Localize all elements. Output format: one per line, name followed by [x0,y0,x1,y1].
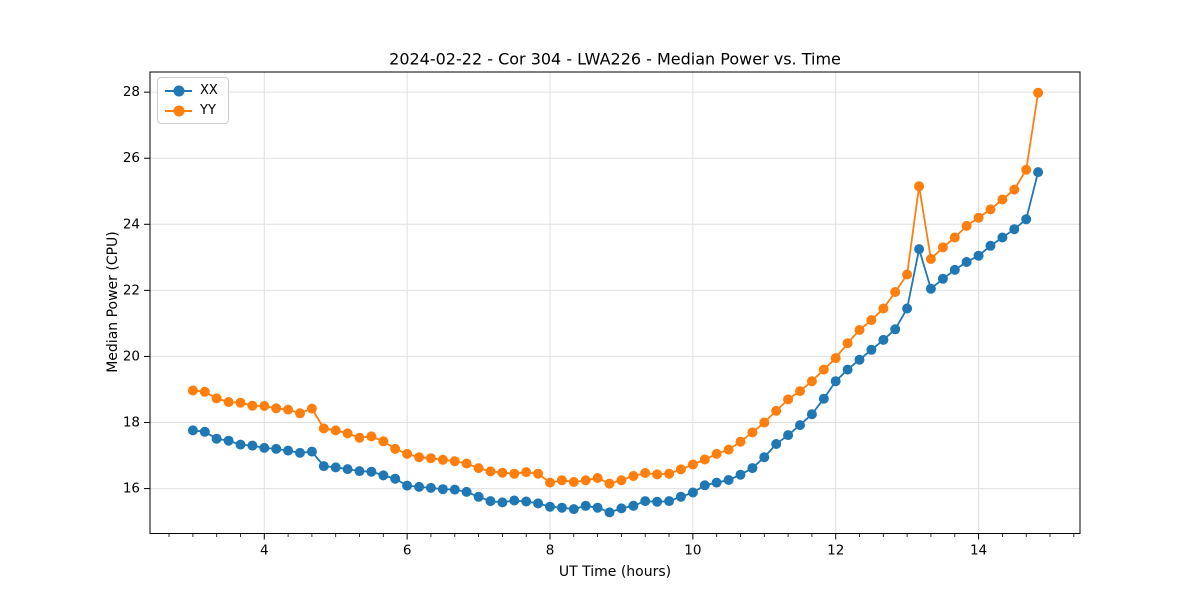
legend: XX YY [157,77,229,124]
y-axis-label: Median Power (CPU) [105,231,121,373]
chart-title: 2024-02-22 - Cor 304 - LWA226 - Median P… [389,49,841,69]
series-yy-line-icon [165,105,192,116]
legend-item-yy: YY [165,104,220,117]
svg-text:8: 8 [546,543,555,559]
svg-text:24: 24 [123,216,140,232]
svg-text:28: 28 [123,84,140,100]
x-axis-label: UT Time (hours) [558,564,672,580]
svg-text:20: 20 [123,348,140,364]
svg-text:14: 14 [970,543,987,559]
series-xx-marker-icon [173,85,184,96]
svg-text:10: 10 [684,543,701,559]
svg-text:16: 16 [123,481,140,497]
legend-label-yy: YY [200,103,216,118]
legend-label-xx: XX [200,83,218,98]
svg-text:4: 4 [260,543,269,559]
series-yy-marker-icon [173,105,184,116]
svg-text:26: 26 [123,150,140,166]
legend-item-xx: XX [165,84,220,97]
svg-text:18: 18 [123,415,140,431]
series-xx-line-icon [165,85,192,96]
svg-text:22: 22 [123,282,140,298]
svg-text:6: 6 [403,543,412,559]
svg-text:12: 12 [827,543,844,559]
